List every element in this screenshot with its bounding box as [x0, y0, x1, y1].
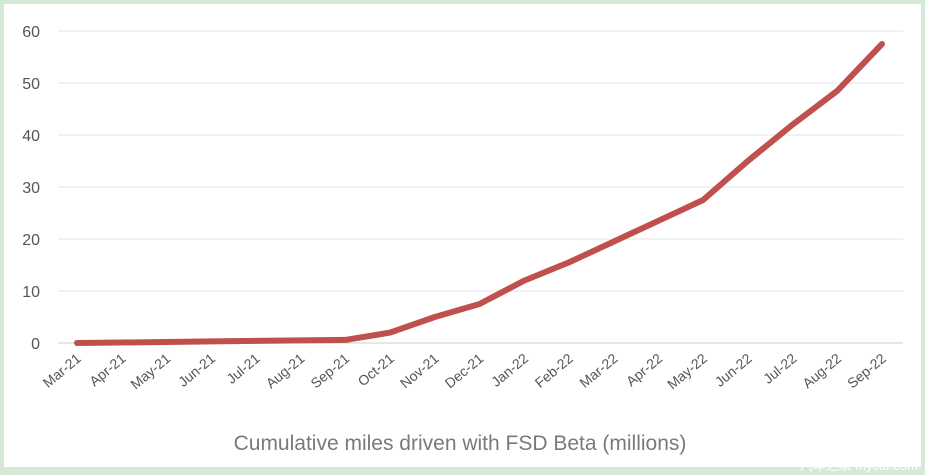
y-tick-label: 10: [22, 284, 40, 301]
y-tick-label: 50: [22, 76, 40, 93]
x-tick-label: Feb-22: [532, 350, 576, 391]
x-tick-label: Mar-21: [40, 350, 84, 391]
y-tick-label: 40: [22, 128, 40, 145]
x-tick-label: Dec-21: [442, 350, 487, 391]
x-tick-label: May-21: [127, 350, 173, 392]
x-tick-label: Jun-21: [175, 350, 218, 390]
x-tick-label: Aug-22: [799, 350, 844, 391]
watermark-text: 汽车之家 mycar.com: [800, 458, 918, 473]
x-tick-label: Jul-21: [223, 350, 263, 387]
x-tick-label: Jan-22: [488, 350, 531, 390]
y-tick-label: 0: [31, 336, 40, 353]
x-axis-label: Cumulative miles driven with FSD Beta (m…: [234, 432, 687, 455]
y-tick-label: 20: [22, 232, 40, 249]
x-tick-label: Sep-22: [844, 350, 889, 391]
chart-frame: [4, 4, 921, 467]
series-line: [74, 41, 885, 346]
x-tick-label: Aug-21: [263, 350, 308, 391]
x-tick-label: Jul-22: [760, 350, 800, 387]
y-tick-label: 60: [22, 24, 40, 41]
gridlines: [58, 30, 903, 344]
x-tick-label: Mar-22: [576, 350, 620, 391]
x-tick-label: Apr-22: [623, 350, 666, 389]
series-group: [74, 41, 885, 346]
x-tick-label: Sep-21: [307, 350, 352, 391]
y-tick-label: 30: [22, 180, 40, 197]
y-axis-ticks: 0 10 20 30 40 50 60: [22, 24, 40, 353]
x-tick-label: May-22: [664, 350, 710, 392]
x-tick-label: Apr-21: [86, 350, 129, 389]
x-tick-label: Nov-21: [397, 350, 442, 391]
x-tick-label: Oct-21: [355, 350, 398, 389]
x-tick-label: Jun-22: [712, 350, 755, 390]
